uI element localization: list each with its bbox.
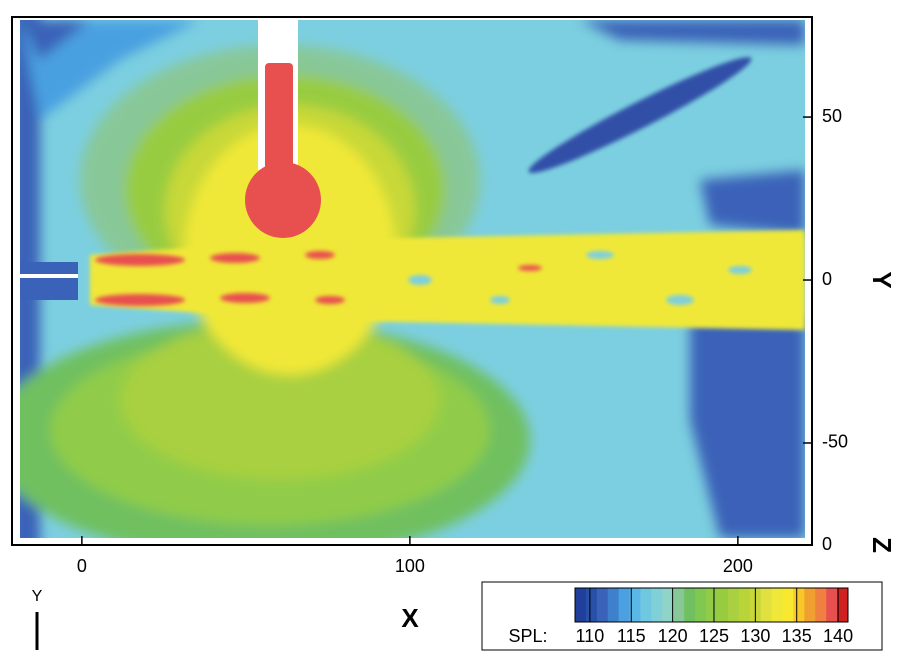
z-tick-label: 0	[822, 534, 832, 554]
x-tick-label: 100	[395, 556, 425, 576]
colorbar-band	[684, 588, 696, 622]
x-tick-label: 200	[723, 556, 753, 576]
z-axis-title: Z	[867, 537, 897, 553]
colorbar-tick-label: 125	[699, 626, 729, 646]
colorbar-band	[793, 588, 805, 622]
colorbar-band	[575, 588, 587, 622]
x-axis-title: X	[401, 603, 419, 633]
colorbar-band	[651, 588, 663, 622]
colorbar-tick-label: 135	[782, 626, 812, 646]
colorbar-band	[804, 588, 816, 622]
colorbar-band	[607, 588, 620, 622]
colorbar-band	[706, 588, 718, 622]
y-tick-label: 0	[822, 269, 832, 289]
colorbar-band	[596, 588, 609, 622]
colorbar-band	[826, 588, 838, 622]
colorbar-band	[738, 588, 751, 622]
colorbar-frame	[574, 587, 849, 623]
triad-label: Y	[32, 588, 43, 605]
colorbar-band	[727, 588, 740, 622]
x-tick-label: 0	[77, 556, 87, 576]
colorbar-band	[673, 588, 685, 622]
colorbar-band	[662, 588, 674, 622]
colorbar-band	[815, 588, 827, 622]
colorbar-tick-label: 140	[823, 626, 853, 646]
colorbar-band	[837, 588, 849, 622]
colorbar-band	[760, 588, 773, 622]
plot-frame	[11, 16, 813, 546]
y-tick-label: -50	[822, 432, 848, 452]
colorbar-band	[585, 588, 598, 622]
colorbar-tick-label: 130	[740, 626, 770, 646]
colorbar-tick-label: 115	[617, 626, 646, 646]
y-axis-title: Y	[867, 271, 897, 288]
contour-field	[20, 20, 805, 538]
colorbar-band	[695, 588, 707, 622]
colorbar-band	[782, 588, 794, 622]
colorbar-band	[716, 588, 729, 622]
colorbar-band	[640, 588, 652, 622]
colorbar-tick-label: 110	[576, 626, 605, 646]
colorbar-band	[618, 588, 631, 622]
y-tick-label: 50	[822, 106, 842, 126]
colorbar-band	[771, 588, 783, 622]
colorbar-tick-label: 120	[658, 626, 688, 646]
colorbar-label: SPL:	[508, 626, 547, 646]
colorbar-band	[629, 588, 642, 622]
